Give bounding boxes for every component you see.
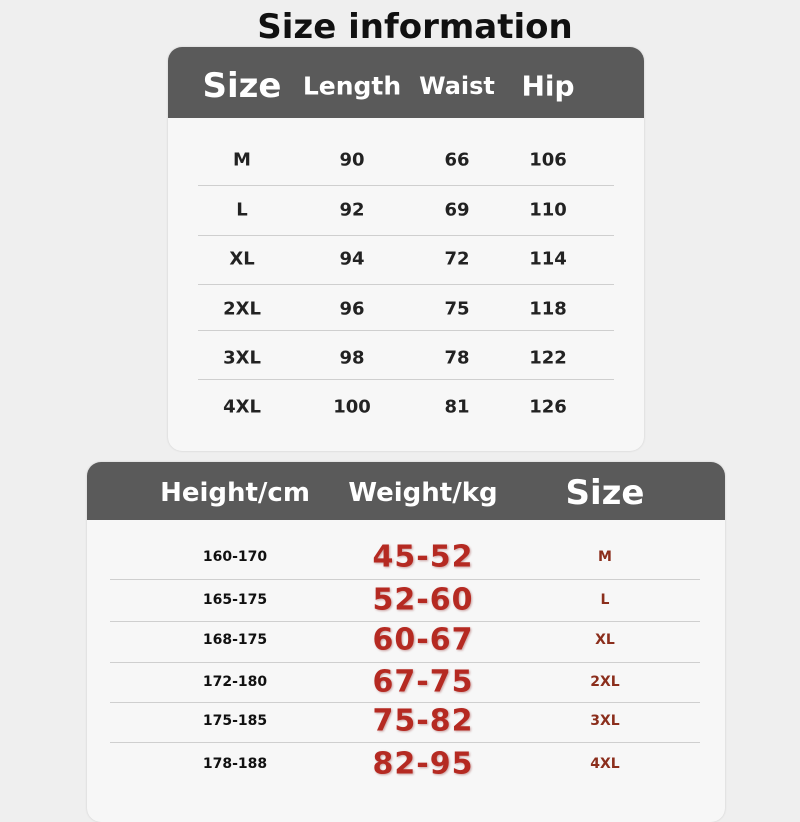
table-cell: 45-52 <box>372 539 474 575</box>
table-cell: 52-60 <box>372 582 474 618</box>
row-divider <box>198 330 614 331</box>
table-cell: L <box>600 592 610 608</box>
row-divider <box>110 662 700 663</box>
table-cell: 78 <box>444 347 470 369</box>
title: Size information <box>257 7 573 47</box>
table-cell: 175-185 <box>202 713 268 729</box>
header-cell: Weight/kg <box>348 478 498 508</box>
table-cell: 82-95 <box>372 746 474 782</box>
table-cell: 160-170 <box>202 549 268 565</box>
row-divider <box>110 579 700 580</box>
table-cell: 3XL <box>590 713 620 729</box>
table-cell: 92 <box>339 199 365 221</box>
table-cell: 69 <box>444 199 470 221</box>
fit-table: Height/cm Weight/kg Size 160-170 45-52 M 165-1… <box>87 462 725 822</box>
table-cell: 165-175 <box>202 592 268 608</box>
table-cell: 178-188 <box>202 756 268 772</box>
header-cell: Height/cm <box>160 478 310 508</box>
row-divider <box>198 284 614 285</box>
table-cell: 67-75 <box>372 664 474 700</box>
header-cell: Size <box>565 473 645 513</box>
row-divider <box>110 621 700 622</box>
table-cell: 96 <box>339 298 365 320</box>
table-cell: 168-175 <box>202 632 268 648</box>
table-cell: 126 <box>529 396 567 418</box>
page: Size information Size Length Waist Hip M 90 66… <box>87 7 725 782</box>
table-cell: 4XL <box>223 396 261 418</box>
table-cell: 75 <box>444 298 470 320</box>
table-cell: M <box>233 149 251 171</box>
table-cell: 60-67 <box>372 622 474 658</box>
table-cell: 110 <box>529 199 567 221</box>
table-cell: 81 <box>444 396 470 418</box>
row-divider <box>198 185 614 186</box>
header-cell: Length <box>302 71 402 101</box>
table-cell: 2XL <box>223 298 261 320</box>
table-cell: 90 <box>339 149 365 171</box>
table-cell: 66 <box>444 149 470 171</box>
table-header <box>87 462 725 520</box>
table-cell: 106 <box>529 149 567 171</box>
table-cell: L <box>236 199 248 221</box>
table-cell: 2XL <box>590 674 620 690</box>
table-header <box>168 47 644 118</box>
row-divider <box>110 742 700 743</box>
size-table: Size Length Waist Hip M 90 66 106 L 92 69 110 XL 94 72… <box>168 47 644 451</box>
header-cell: Size <box>202 66 282 106</box>
row-divider <box>198 235 614 236</box>
table-cell: 114 <box>529 248 567 270</box>
row-divider <box>110 702 700 703</box>
table-cell: 4XL <box>590 756 620 772</box>
table-cell: 122 <box>529 347 567 369</box>
table-cell: 118 <box>529 298 567 320</box>
table-cell: 98 <box>339 347 365 369</box>
header-cell: Waist <box>419 72 495 100</box>
table-cell: 100 <box>333 396 371 418</box>
table-cell: 72 <box>444 248 470 270</box>
header-cell: Hip <box>521 69 575 103</box>
table-cell: 172-180 <box>202 674 268 690</box>
table-cell: 3XL <box>223 347 261 369</box>
table-cell: 94 <box>339 248 365 270</box>
table-cell: 75-82 <box>372 703 474 739</box>
row-divider <box>198 379 614 380</box>
table-cell: XL <box>229 248 255 270</box>
table-cell: M <box>598 549 612 565</box>
table-cell: XL <box>595 632 615 648</box>
